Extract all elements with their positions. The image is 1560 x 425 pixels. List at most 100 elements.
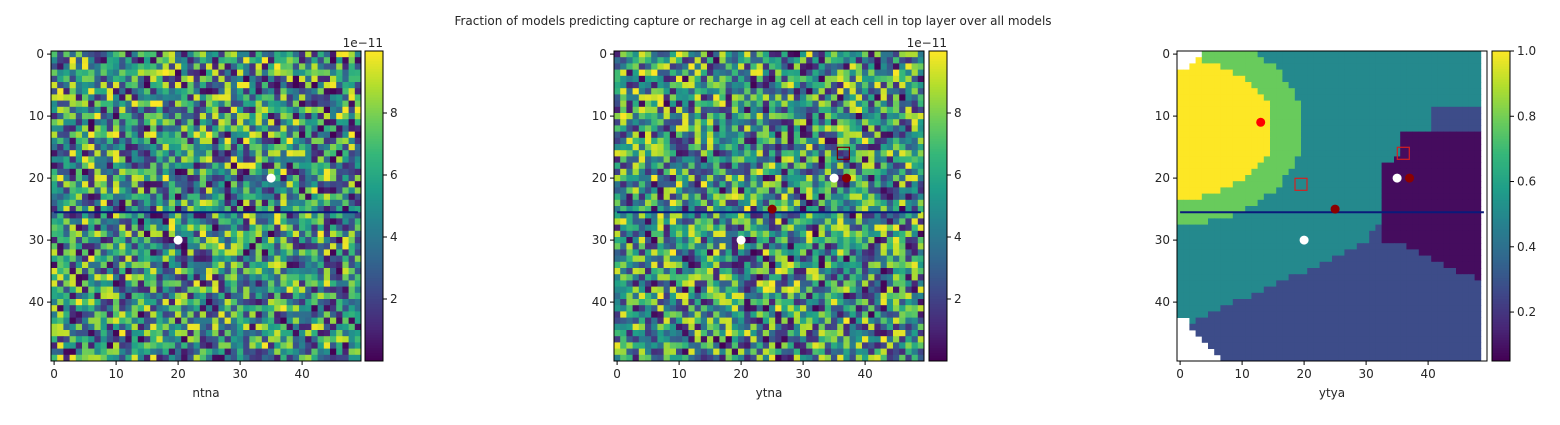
heatmap-cell	[237, 249, 244, 256]
heatmap-cell	[731, 206, 739, 213]
heatmap-cell	[299, 69, 306, 77]
heatmap-cell	[837, 280, 844, 287]
heatmap-cell	[781, 75, 788, 83]
heatmap-cell	[354, 243, 362, 250]
heatmap-cell	[787, 317, 795, 325]
heatmap-cell	[119, 212, 126, 219]
heatmap-cell	[100, 51, 108, 58]
heatmap-cell	[645, 63, 652, 70]
heatmap-cell	[682, 150, 689, 157]
colorbar-segment	[365, 151, 383, 155]
heatmap-cell	[682, 137, 689, 145]
heatmap-cell	[843, 57, 850, 64]
heatmap-cell	[268, 342, 275, 349]
heatmap-cell	[268, 131, 275, 139]
heatmap-cell	[243, 330, 250, 337]
heatmap-cell	[274, 206, 281, 213]
heatmap-cell	[199, 63, 207, 70]
heatmap-cell	[100, 168, 108, 176]
heatmap-cell	[911, 274, 919, 281]
heatmap-cell	[744, 137, 751, 145]
heatmap-cell	[224, 113, 232, 120]
heatmap-cell	[645, 249, 652, 256]
heatmap-cell	[131, 224, 139, 232]
heatmap-cell	[893, 193, 900, 201]
heatmap-cell	[725, 156, 733, 163]
heatmap-cell	[700, 336, 708, 343]
heatmap-cell	[843, 299, 850, 306]
heatmap-cell	[917, 100, 925, 108]
heatmap-cell	[57, 261, 64, 269]
heatmap-cell	[756, 57, 764, 64]
heatmap-cell	[212, 69, 219, 77]
heatmap-cell	[862, 261, 869, 269]
heatmap-cell	[69, 131, 77, 139]
heatmap-cell	[317, 206, 325, 213]
heatmap-cell	[274, 88, 281, 95]
heatmap-cell	[738, 69, 745, 77]
heatmap-cell	[249, 237, 256, 244]
heatmap-cell	[119, 94, 126, 101]
heatmap-cell	[787, 187, 795, 194]
heatmap-cell	[824, 88, 832, 95]
heatmap-cell	[88, 317, 95, 325]
heatmap-cell	[255, 75, 263, 83]
heatmap-cell	[106, 162, 114, 170]
heatmap-cell	[756, 261, 764, 269]
heatmap-cell	[88, 330, 95, 337]
heatmap-cell	[750, 168, 757, 176]
colorbar-segment	[365, 317, 383, 321]
heatmap-cell	[249, 125, 256, 132]
heatmap-cell	[237, 137, 244, 145]
heatmap-cell	[899, 168, 906, 176]
heatmap-cell	[206, 305, 213, 312]
heatmap-cell	[57, 330, 64, 337]
heatmap-cell	[917, 125, 925, 132]
heatmap-cell	[249, 342, 256, 349]
heatmap-cell	[299, 230, 306, 238]
heatmap-cell	[286, 299, 294, 306]
heatmap-cell	[781, 137, 788, 145]
heatmap-cell	[311, 69, 318, 77]
heatmap-cell	[69, 181, 77, 188]
heatmap-cell	[614, 193, 621, 201]
heatmap-cell	[323, 88, 331, 95]
heatmap-cell	[218, 348, 225, 356]
heatmap-cell	[94, 88, 101, 95]
heatmap-cell	[156, 311, 163, 318]
heatmap-cell	[769, 150, 776, 157]
heatmap-cell	[682, 144, 689, 151]
heatmap-cell	[738, 212, 745, 219]
heatmap-cell	[286, 175, 294, 182]
heatmap-cell	[663, 131, 671, 139]
heatmap-cell	[82, 311, 89, 318]
heatmap-cell	[156, 137, 163, 145]
heatmap-cell	[119, 342, 126, 349]
heatmap-cell	[862, 106, 869, 114]
heatmap-cell	[632, 311, 640, 318]
heatmap-cell	[274, 69, 281, 77]
heatmap-cell	[249, 63, 256, 70]
heatmap-cell	[144, 168, 151, 176]
heatmap-cell	[862, 193, 869, 201]
heatmap-cell	[700, 69, 708, 77]
heatmap-cell	[175, 348, 182, 356]
heatmap-cell	[800, 113, 807, 120]
heatmap-cell	[769, 230, 776, 238]
heatmap-cell	[348, 224, 356, 232]
heatmap-cell	[645, 305, 652, 312]
heatmap-cell	[731, 292, 739, 300]
heatmap-cell	[280, 206, 287, 213]
heatmap-cell	[94, 119, 101, 126]
heatmap-cell	[268, 137, 275, 145]
heatmap-cell	[323, 230, 331, 238]
heatmap-cell	[156, 162, 163, 170]
heatmap-cell	[738, 63, 745, 70]
heatmap-cell	[700, 75, 708, 83]
heatmap-cell	[63, 212, 70, 219]
heatmap-cell	[199, 199, 207, 207]
heatmap-cell	[750, 131, 757, 139]
heatmap-cell	[880, 261, 888, 269]
heatmap-cell	[855, 106, 863, 114]
heatmap-cell	[94, 342, 101, 349]
